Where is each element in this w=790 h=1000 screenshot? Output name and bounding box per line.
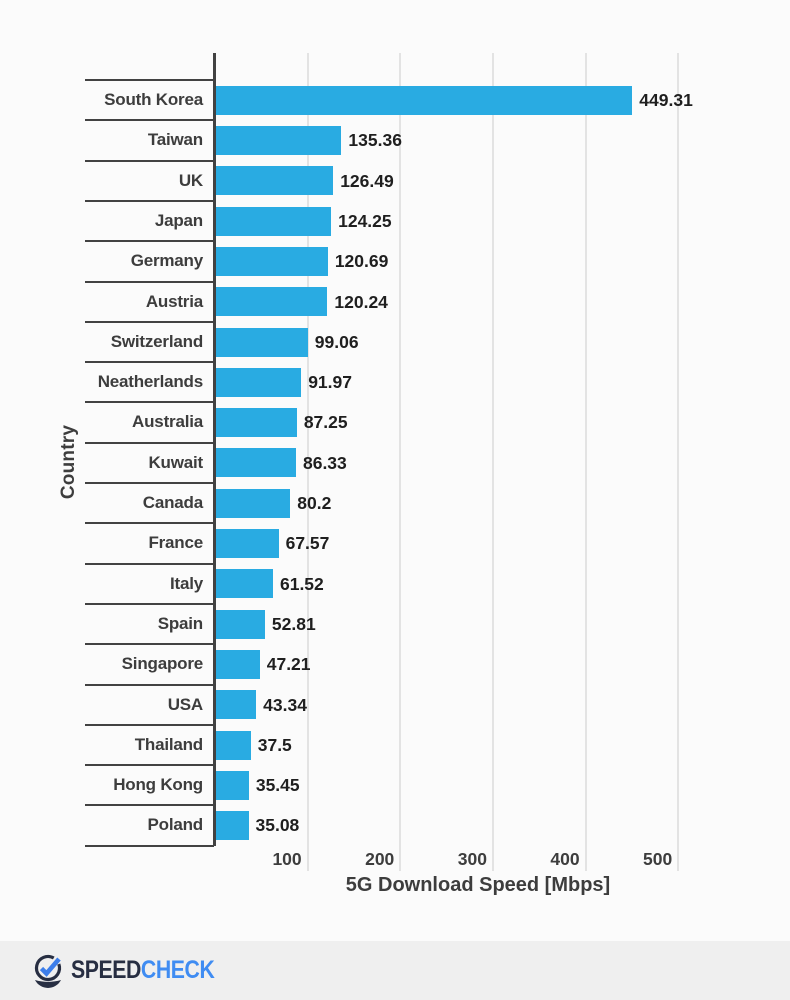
bar-value-label: 126.49 [340, 170, 394, 191]
category-separator [85, 723, 214, 726]
category-label: Australia [132, 412, 203, 432]
x-tick-label: 500 [643, 849, 673, 869]
bar-value-label: 91.97 [308, 372, 352, 393]
bar-france [216, 529, 279, 558]
bar-japan [216, 206, 332, 236]
category-label: Austria [145, 291, 203, 311]
bar-usa [216, 690, 257, 720]
gridline-300 [491, 53, 494, 871]
category-label: Canada [142, 493, 203, 512]
x-tick-label: 100 [272, 849, 302, 869]
category-label: Germany [130, 251, 204, 271]
category-label: Italy [169, 573, 203, 593]
bar-value-label: 52.81 [271, 613, 316, 634]
footer-bar: SPEEDCHECK [0, 941, 790, 1000]
x-axis-title: 5G Download Speed [Mbps] [345, 874, 611, 896]
category-label: Kuwait [148, 452, 203, 472]
category-separator [85, 199, 214, 202]
category-separator [85, 643, 214, 646]
category-separator [85, 119, 214, 122]
bar-poland [216, 811, 249, 841]
speedcheck-gauge-check-icon [34, 954, 62, 988]
category-label: Hong Kong [113, 775, 203, 795]
bar-value-label: 87.25 [303, 412, 348, 433]
logo-text-check: CHECK [140, 956, 215, 984]
x-tick-label: 400 [550, 849, 580, 869]
bar-value-label: 120.24 [334, 291, 388, 312]
bar-uk [216, 166, 334, 196]
logo-wordmark: SPEEDCHECK [71, 956, 215, 985]
gridline-500 [677, 53, 680, 871]
category-separator [85, 562, 214, 565]
category-separator [85, 240, 214, 243]
bar-value-label: 61.52 [279, 573, 324, 594]
category-separator [85, 602, 214, 605]
bar-value-label: 86.33 [302, 452, 347, 473]
bar-value-label: 67.57 [285, 533, 330, 554]
category-label: Spain [157, 613, 203, 633]
x-tick-label: 300 [457, 849, 487, 869]
bar-value-label: 449.31 [639, 90, 693, 110]
bar-value-label: 120.69 [334, 251, 389, 272]
category-separator [85, 79, 214, 81]
gridline-200 [399, 53, 402, 871]
category-separator [85, 401, 214, 404]
category-label: Poland [147, 815, 204, 835]
bar-spain [216, 609, 265, 639]
bar-australia [216, 408, 297, 438]
bar-value-label: 124.25 [338, 210, 392, 231]
bar-germany [216, 246, 328, 276]
category-label: Thailand [134, 734, 203, 754]
bar-value-label: 35.08 [255, 815, 300, 836]
bar-value-label: 99.06 [314, 331, 359, 352]
gridline-400 [584, 53, 587, 871]
bar-austria [216, 287, 328, 317]
bar-hong-kong [216, 770, 249, 800]
category-separator [85, 159, 214, 162]
category-label: Taiwan [147, 130, 203, 150]
bar-thailand [216, 730, 251, 760]
gridline-100 [306, 53, 309, 871]
category-label: Neatherlands [97, 372, 204, 392]
category-label: Singapore [121, 654, 204, 674]
category-separator [85, 482, 214, 484]
bar-kuwait [216, 448, 296, 478]
category-separator [85, 522, 214, 525]
logo-text-speed: SPEED [71, 956, 141, 984]
bar-south-korea [216, 85, 633, 115]
category-separator [85, 441, 214, 444]
bar-taiwan [216, 126, 342, 155]
category-separator [85, 804, 214, 807]
category-label: South Korea [104, 90, 203, 109]
bar-singapore [216, 649, 260, 679]
bar-value-label: 47.21 [266, 654, 311, 675]
bar-canada [216, 488, 291, 518]
category-separator [85, 320, 214, 323]
category-label: USA [167, 694, 203, 714]
bar-value-label: 35.45 [255, 775, 300, 796]
category-separator [85, 844, 214, 847]
category-label: Japan [154, 210, 203, 230]
category-label: UK [178, 170, 203, 190]
x-tick-label: 200 [365, 849, 395, 869]
bar-value-label: 80.2 [297, 493, 332, 513]
bar-neatherlands [216, 367, 302, 397]
bar-value-label: 135.36 [348, 130, 402, 151]
bar-italy [216, 569, 273, 599]
bar-value-label: 43.34 [263, 694, 307, 715]
y-axis-line [213, 53, 216, 846]
category-label: Switzerland [110, 331, 203, 351]
category-separator [85, 361, 214, 364]
speedcheck-logo[interactable]: SPEEDCHECK [28, 951, 240, 991]
category-separator [85, 764, 214, 767]
bar-switzerland [216, 327, 308, 357]
category-label: France [148, 533, 203, 553]
category-separator [85, 280, 214, 283]
category-separator [85, 683, 214, 686]
bar-value-label: 37.5 [257, 734, 292, 755]
